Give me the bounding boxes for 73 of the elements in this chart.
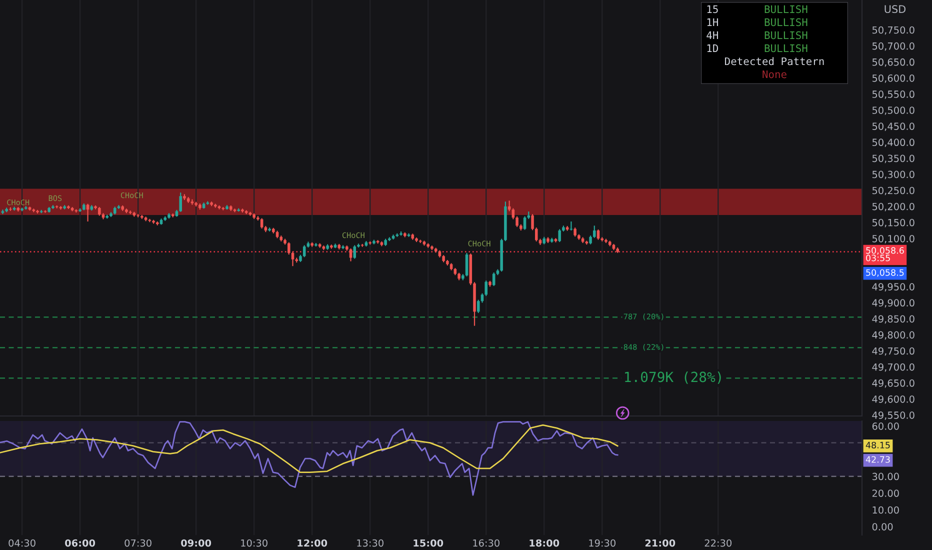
y-tick-label: 50,450.0 (872, 122, 914, 131)
annotation: BULLISH (764, 5, 808, 14)
x-tick-label: 12:00 (298, 539, 328, 547)
candlestick (179, 192, 182, 212)
x-tick-label: 18:00 (530, 539, 560, 547)
y-tick-label: 49,900.0 (872, 299, 914, 308)
x-tick-label: 16:30 (473, 539, 500, 547)
annotation: BULLISH (764, 31, 808, 40)
y-tick-label: 49,600.0 (872, 395, 914, 404)
y-tick-label: 50,650.0 (872, 58, 914, 67)
candlestick (534, 227, 538, 242)
x-tick-label: 09:00 (181, 539, 212, 547)
y-tick-label: 49,800.0 (872, 331, 914, 340)
y-tick-label: 10.00 (872, 506, 899, 514)
line-series (0, 424, 618, 473)
annotation: 1D (707, 44, 718, 52)
y-tick-label: 49,850.0 (872, 315, 914, 324)
x-tick-label: 04:30 (8, 539, 36, 547)
text: 42.73 (866, 456, 890, 463)
annotation: Detected Pattern (725, 57, 824, 66)
y-tick-label: 49,950.0 (872, 283, 914, 292)
candlestick (592, 225, 596, 238)
y-tick-label: 50,300.0 (872, 170, 914, 180)
y-tick-label: 50,500.0 (872, 106, 914, 115)
candlestick (531, 214, 534, 231)
annotation: 1.079K (28%) (625, 371, 721, 384)
candlestick (44, 210, 47, 214)
x-tick-label: 06:00 (65, 539, 96, 547)
annotation: 4H (706, 31, 718, 40)
y-tick-label: 60.00 (872, 422, 899, 430)
x-tick-label: 19:30 (589, 539, 616, 547)
x-tick-label: 10:30 (241, 539, 268, 547)
y-tick-label: 50,750.0 (872, 26, 914, 35)
y-tick-label: 50,600.0 (872, 74, 914, 83)
ref-line-label: 50,058.6 03:55 (866, 247, 904, 262)
candlestick (516, 216, 518, 228)
y-tick-label: 30.00 (872, 472, 899, 480)
y-tick-label: 49,750.0 (872, 347, 914, 356)
annotation: None (762, 70, 786, 78)
y-tick-label: 20.00 (872, 490, 899, 497)
y-tick-label: 49,700.0 (872, 363, 914, 372)
candlestick (349, 248, 352, 262)
y-tick-label: 50,550.0 (872, 90, 914, 99)
y-tick-label: 50,700.0 (872, 42, 914, 51)
candlestick (465, 252, 468, 277)
x-tick-label: 21:00 (645, 539, 676, 547)
y-tick-label: 0.00 (872, 523, 893, 530)
annotation: 1H (707, 18, 718, 26)
x-tick-label: 07:30 (124, 539, 152, 547)
y-tick-label: 50,200.0 (872, 202, 914, 212)
y-tick-label: 50,150.0 (872, 218, 914, 228)
y-tick-label: 50,400.0 (872, 138, 914, 148)
candlestick (558, 228, 561, 243)
y-tick-label: 50,100.0 (872, 234, 914, 244)
candlestick (596, 228, 600, 240)
annotation: 15 (707, 5, 718, 14)
text: 50,058.5 (866, 269, 904, 277)
text: 48.15 (866, 442, 890, 448)
x-tick-label: 15:00 (414, 539, 444, 547)
annotation: BULLISH (764, 44, 808, 52)
x-tick-label: 22:30 (704, 539, 732, 547)
line-series (0, 421, 618, 496)
candlestick (512, 208, 515, 220)
candlestick (523, 216, 526, 230)
x-tick-label: 13:30 (357, 539, 384, 547)
y-tick-label: 49,550.0 (872, 412, 914, 420)
annotation: BULLISH (764, 18, 808, 26)
y-tick-label: 50,350.0 (872, 154, 914, 164)
candlestick (260, 218, 264, 230)
candlestick (353, 244, 356, 260)
y-axis-title: USD (884, 5, 906, 14)
y-tick-label: 50,250.0 (872, 186, 914, 196)
y-tick-label: 49,650.0 (872, 379, 914, 388)
